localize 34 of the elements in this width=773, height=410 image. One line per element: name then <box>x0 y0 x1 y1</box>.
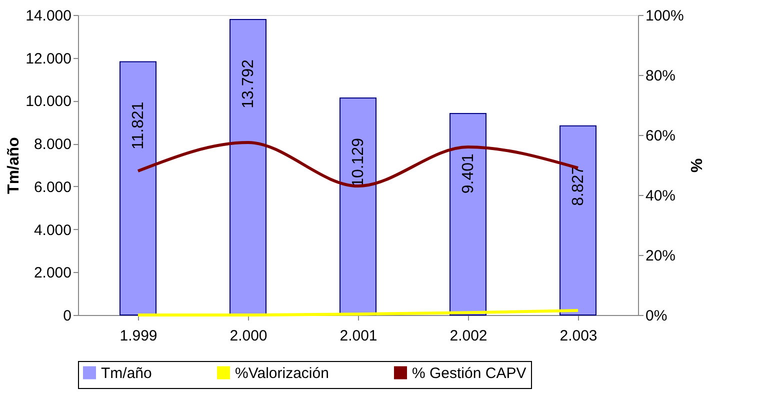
y-tick-label: 0 <box>63 308 72 324</box>
y2-tick-label: 80% <box>646 68 676 84</box>
y-axis-title: Tm/año <box>6 136 23 194</box>
data-label: 9.401 <box>460 153 477 194</box>
legend-label: %Valorización <box>235 364 329 382</box>
y2-tick-label: 20% <box>646 248 676 264</box>
bar <box>560 125 596 316</box>
y-tick-label: 10.000 <box>26 93 72 110</box>
y2-tick-label: 100% <box>646 8 684 24</box>
y-tick-label: 4.000 <box>34 222 72 239</box>
y-tick-label: 2.000 <box>34 264 72 282</box>
y-tick-label: 12.000 <box>26 50 72 68</box>
data-label: 11.821 <box>130 102 147 150</box>
bar <box>340 97 376 316</box>
bar <box>450 113 486 316</box>
x-tick-label: 1.999 <box>120 328 158 344</box>
y2-tick-label: 40% <box>646 188 676 204</box>
data-label: 13.792 <box>240 59 257 108</box>
y2-axis-title: % <box>686 158 704 173</box>
bar <box>120 61 156 316</box>
x-tick-label: 2.001 <box>340 328 378 344</box>
legend-label: % Gestión CAPV <box>412 364 526 382</box>
y-tick-label: 14.000 <box>26 8 72 24</box>
y2-tick-label: 60% <box>646 128 676 144</box>
data-label: 10.129 <box>350 138 367 187</box>
y2-tick-label: 0% <box>646 308 668 324</box>
x-tick-label: 2.000 <box>230 328 268 344</box>
y-tick-label: 8.000 <box>34 136 72 154</box>
data-label: 8.827 <box>570 166 587 206</box>
y-tick-label: 6.000 <box>34 178 72 196</box>
legend-label: Tm/año <box>101 364 152 382</box>
x-tick-label: 2.003 <box>560 328 598 344</box>
x-tick-label: 2.002 <box>450 328 488 344</box>
bar <box>230 18 266 316</box>
